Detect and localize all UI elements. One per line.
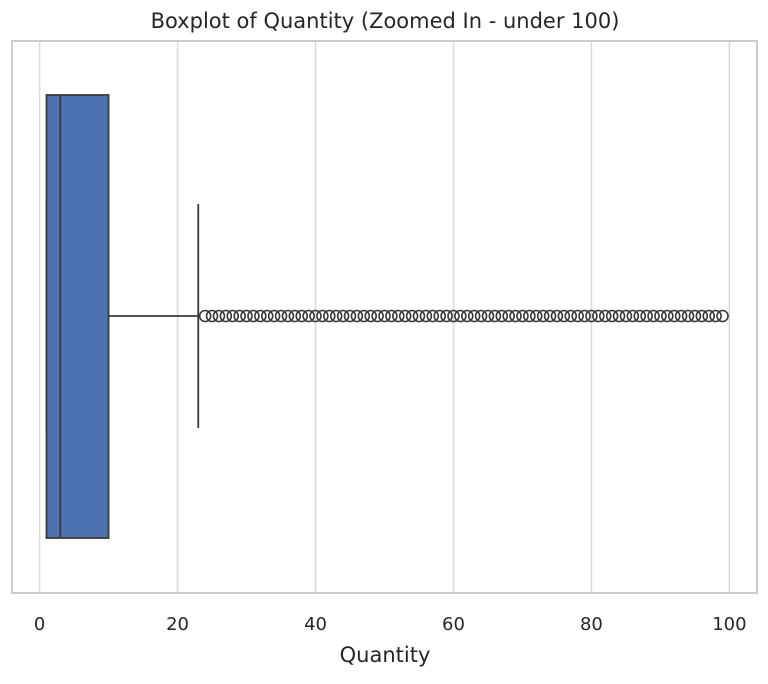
grid-lines: [38, 41, 731, 593]
outlier-point: [329, 309, 343, 323]
outlier-point: [695, 309, 709, 323]
outlier-point: [336, 309, 350, 323]
outlier-point: [247, 309, 260, 323]
outlier-point: [474, 309, 488, 323]
outlier-point: [240, 309, 253, 323]
outlier-point: [323, 309, 336, 323]
outlier-point: [578, 309, 591, 323]
x-axis-label: Quantity: [340, 643, 431, 667]
chart-title: Boxplot of Quantity (Zoomed In - under 1…: [151, 9, 620, 33]
outlier-point: [557, 309, 571, 323]
x-tick-label: 60: [442, 614, 465, 635]
outlier-point: [288, 309, 302, 323]
outlier-point: [550, 309, 564, 323]
outlier-point: [647, 309, 660, 323]
outlier-point: [233, 309, 246, 323]
x-tick-label: 100: [712, 614, 746, 635]
outlier-point: [405, 309, 419, 323]
iqr-box: [45, 94, 110, 539]
outlier-point: [371, 309, 384, 323]
outlier-point: [674, 309, 688, 323]
x-tick-label: 80: [580, 614, 603, 635]
outlier-point: [440, 309, 453, 323]
outlier-point: [488, 309, 502, 323]
outlier-point: [281, 309, 295, 323]
x-tick-label: 20: [166, 614, 189, 635]
outlier-point: [302, 309, 315, 323]
outlier-point: [592, 309, 605, 323]
outlier-point: [481, 309, 495, 323]
outlier-point: [391, 309, 405, 323]
outlier-point: [385, 309, 398, 323]
outlier-point: [654, 309, 667, 323]
outlier-point: [212, 309, 226, 323]
outlier-point: [219, 309, 233, 323]
outlier-point: [502, 309, 515, 323]
outlier-point: [516, 309, 529, 323]
outlier-point: [309, 309, 322, 323]
outlier-point: [619, 309, 633, 323]
outlier-points: [198, 309, 729, 323]
outlier-point: [523, 309, 536, 323]
outlier-point: [536, 309, 550, 323]
outlier-point: [667, 309, 681, 323]
outlier-point: [350, 309, 364, 323]
outlier-point: [612, 309, 626, 323]
outlier-point: [316, 309, 329, 323]
outlier-point: [716, 309, 729, 323]
outlier-point: [661, 309, 674, 323]
outlier-point: [688, 309, 702, 323]
outlier-point: [274, 309, 288, 323]
outlier-point: [364, 309, 378, 323]
outlier-point: [419, 309, 433, 323]
outlier-point: [226, 309, 240, 323]
outlier-point: [205, 309, 219, 323]
outlier-point: [447, 309, 460, 323]
outlier-point: [433, 309, 446, 323]
outlier-point: [343, 309, 357, 323]
outlier-point: [509, 309, 522, 323]
outlier-point: [709, 309, 722, 323]
outlier-point: [585, 309, 598, 323]
outlier-point: [295, 309, 309, 323]
outlier-point: [605, 309, 619, 323]
outlier-point: [495, 309, 509, 323]
box-plot: [45, 94, 200, 539]
outlier-point: [198, 309, 212, 323]
outlier-point: [378, 309, 391, 323]
outlier-point: [543, 309, 557, 323]
outlier-point: [529, 309, 543, 323]
outlier-point: [564, 309, 578, 323]
outlier-point: [571, 309, 584, 323]
outlier-point: [412, 309, 426, 323]
outlier-point: [254, 309, 267, 323]
outlier-point: [681, 309, 695, 323]
outlier-point: [267, 309, 281, 323]
outlier-point: [467, 309, 481, 323]
outlier-point: [260, 309, 274, 323]
outlier-point: [640, 309, 653, 323]
outlier-point: [426, 309, 440, 323]
outlier-point: [398, 309, 412, 323]
outlier-point: [460, 309, 474, 323]
outlier-point: [626, 309, 640, 323]
x-tick-label: 40: [304, 614, 327, 635]
x-tick-labels: 0 20 40 60 80 100: [34, 614, 747, 635]
outlier-point: [454, 309, 467, 323]
plot-frame: [11, 40, 758, 594]
outlier-point: [357, 309, 371, 323]
x-tick-label: 0: [34, 614, 45, 635]
outlier-point: [702, 309, 716, 323]
outlier-point: [598, 309, 612, 323]
outlier-point: [633, 309, 647, 323]
